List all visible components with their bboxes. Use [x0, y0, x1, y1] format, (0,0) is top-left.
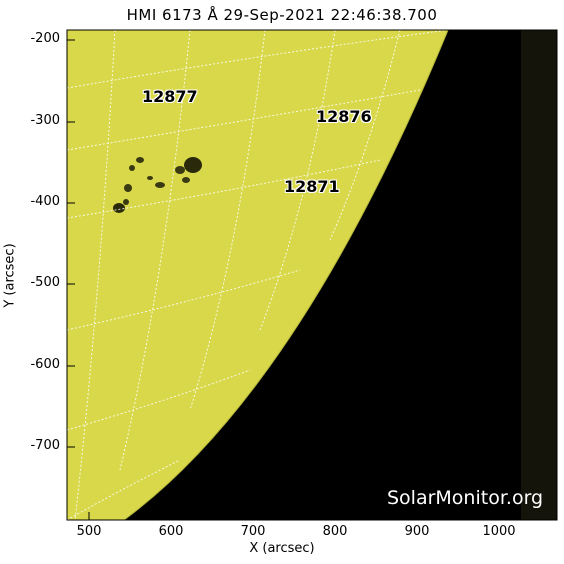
y-axis-ticks	[67, 39, 75, 448]
x-tick-label: 900	[404, 524, 430, 539]
y-tick-label: -300	[30, 113, 60, 128]
x-tick-label: 500	[76, 524, 102, 539]
y-tick-label: -700	[30, 438, 60, 453]
x-tick-label: 800	[322, 524, 348, 539]
x-axis-label: X (arcsec)	[249, 541, 315, 556]
y-tick-label: -600	[30, 357, 60, 372]
active-region-label: 12876	[316, 107, 372, 126]
active-region-label: 12871	[284, 177, 340, 196]
solar-disk	[67, 30, 448, 520]
solarmonitor-watermark: SolarMonitor.org	[387, 487, 544, 509]
x-tick-label: 700	[240, 524, 266, 539]
y-tick-label: -500	[30, 275, 60, 290]
heliographic-grid	[67, 30, 448, 520]
y-tick-label: -200	[30, 31, 60, 46]
y-axis-label: Y (arcsec)	[2, 243, 18, 308]
offdisk-band	[521, 30, 557, 520]
x-axis-ticks	[88, 512, 500, 520]
y-tick-label: -400	[30, 194, 60, 209]
x-tick-label: 1000	[482, 524, 516, 539]
image-title: HMI 6173 Å 29-Sep-2021 22:46:38.700	[126, 6, 438, 24]
plot-border	[66, 29, 558, 521]
solar-limb	[123, 30, 449, 520]
active-region-label: 12877	[142, 87, 198, 106]
x-tick-label: 600	[158, 524, 184, 539]
sunspots	[113, 157, 202, 213]
